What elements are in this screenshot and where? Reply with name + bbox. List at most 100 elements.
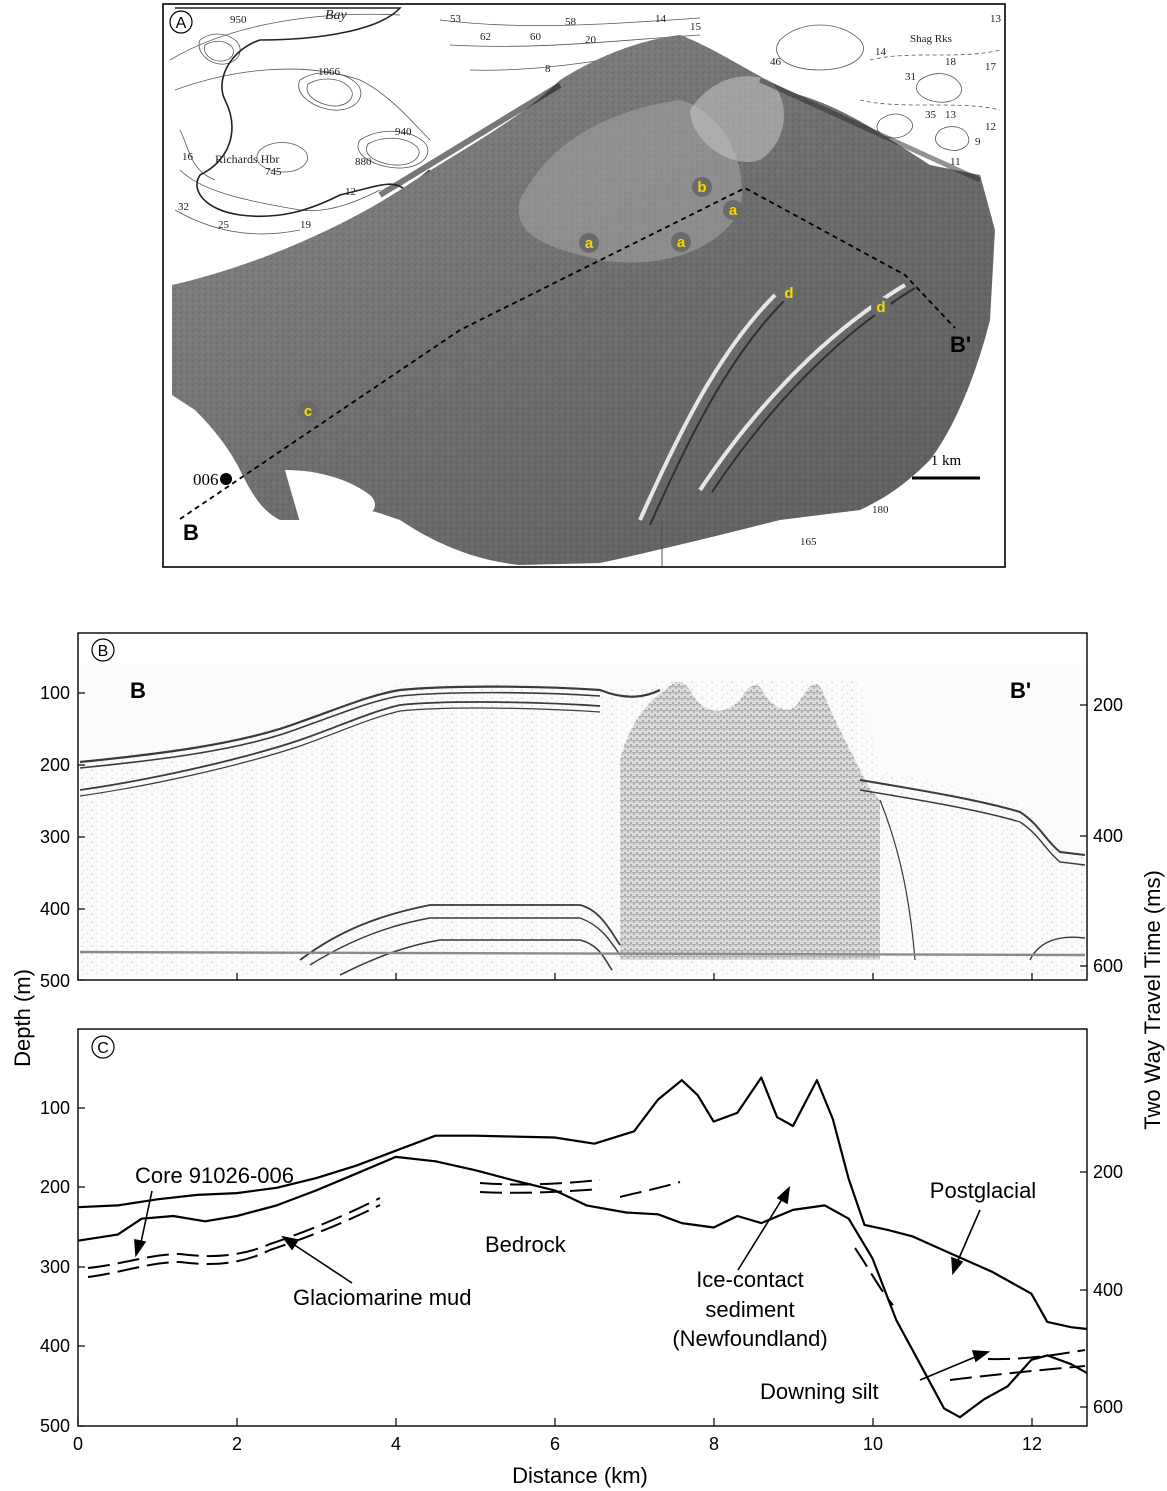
svg-text:35: 35	[925, 109, 937, 121]
panel-b-x-ticks	[77, 973, 1033, 980]
svg-text:18: 18	[945, 56, 957, 68]
panel-b-badge	[91, 638, 115, 662]
svg-text:4: 4	[391, 1434, 401, 1454]
svg-text:0: 0	[73, 1434, 83, 1454]
svg-text:2: 2	[232, 1434, 242, 1454]
svg-text:62: 62	[480, 31, 491, 43]
svg-text:8: 8	[709, 1434, 719, 1454]
svg-text:12: 12	[1022, 1434, 1042, 1454]
postglacial-label: Postglacial	[930, 1178, 1036, 1203]
svg-text:15: 15	[690, 21, 702, 33]
svg-text:100: 100	[40, 683, 70, 703]
shelf-edge-shadow-east	[758, 77, 982, 183]
svg-text:13: 13	[990, 13, 1002, 25]
panel-a-letter: A	[176, 15, 187, 32]
svg-text:16: 16	[182, 151, 194, 163]
svg-text:165: 165	[800, 536, 817, 548]
site-b-label: B	[183, 520, 199, 545]
shag-rocks-label: Shag Rks	[910, 33, 952, 45]
svg-text:940: 940	[395, 126, 412, 138]
feature-a-2: a	[671, 232, 691, 252]
bay-label: Bay	[325, 8, 348, 23]
panel-b-right-axis: 200 400 600	[1080, 695, 1123, 976]
svg-text:46: 46	[770, 56, 782, 68]
svg-text:400: 400	[40, 1336, 70, 1356]
svg-text:11: 11	[950, 156, 961, 168]
svg-text:14: 14	[655, 13, 667, 25]
svg-text:200: 200	[40, 755, 70, 775]
svg-text:400: 400	[1093, 826, 1123, 846]
svg-text:d: d	[784, 285, 793, 302]
map-soundings: 950 53 62 60 58 14 15 13 1066 8 20 14 18…	[178, 8, 1002, 548]
coastline	[175, 7, 431, 218]
panel-c-letter: C	[97, 1040, 109, 1057]
seafloor-texture	[172, 35, 995, 565]
svg-text:31: 31	[905, 71, 916, 83]
ice-contact-body	[620, 681, 880, 960]
svg-text:500: 500	[40, 971, 70, 991]
svg-text:880: 880	[355, 156, 372, 168]
x-axis-title: Distance (km)	[512, 1463, 648, 1488]
feature-c: c	[298, 401, 318, 421]
feature-labels: a a a b c d d	[298, 177, 891, 421]
glaciomarine-layers	[87, 1179, 1086, 1381]
svg-text:c: c	[304, 403, 312, 420]
svg-text:1066: 1066	[318, 66, 341, 78]
chart-contours	[169, 13, 1001, 235]
left-axis-title: Depth (m)	[10, 969, 35, 1067]
panel-a-badge	[169, 10, 193, 34]
svg-text:a: a	[585, 235, 594, 252]
panel-b-letter: B	[98, 643, 109, 660]
feature-d-1: d	[779, 283, 799, 303]
ice-contact-label-2: sediment	[705, 1297, 794, 1322]
feature-b: b	[692, 177, 712, 197]
core-label: Core 91026-006	[135, 1163, 294, 1188]
furrow-1	[638, 293, 777, 521]
svg-text:500: 500	[40, 1416, 70, 1436]
panel-c-frame	[77, 1028, 1088, 1427]
shelf-edge-shadow	[378, 82, 562, 198]
seismic-reflectors	[79, 685, 1086, 976]
panel-c-left-axis: 100 200 300 400 500	[40, 1098, 85, 1436]
svg-text:12: 12	[985, 121, 996, 133]
svg-text:b: b	[697, 179, 706, 196]
profile-start-label: B	[130, 678, 146, 703]
svg-text:400: 400	[40, 899, 70, 919]
svg-text:10: 10	[863, 1434, 883, 1454]
svg-text:100: 100	[40, 1098, 70, 1118]
svg-text:53: 53	[450, 13, 462, 25]
seafloor-line	[77, 1076, 1088, 1331]
svg-text:300: 300	[40, 1257, 70, 1277]
svg-text:200: 200	[1093, 695, 1123, 715]
svg-text:6: 6	[550, 1434, 560, 1454]
downing-silt-label: Downing silt	[760, 1379, 879, 1404]
svg-text:300: 300	[40, 827, 70, 847]
panel-b-left-axis: 100 200 300 400 500	[40, 683, 85, 991]
site-b-prime-label: B'	[950, 332, 971, 357]
svg-text:60: 60	[530, 31, 542, 43]
svg-text:17: 17	[985, 61, 997, 73]
panel-a-map: 950 53 62 60 58 14 15 13 1066 8 20 14 18…	[162, 3, 1006, 568]
svg-text:400: 400	[1093, 1280, 1123, 1300]
core-site-label: 006	[193, 470, 219, 489]
feature-a-3: a	[723, 200, 743, 220]
inlet	[285, 470, 375, 522]
svg-text:9: 9	[975, 136, 981, 148]
svg-text:745: 745	[265, 166, 282, 178]
panel-b-seismic: B B' B 100 200 300 400 500 200 400 600	[40, 632, 1123, 991]
svg-text:58: 58	[565, 16, 577, 28]
panel-c-x-axis: 0 2 4 6 8 10 12	[73, 1418, 1042, 1454]
moraine-relief	[518, 100, 742, 263]
svg-text:200: 200	[1093, 1162, 1123, 1182]
svg-text:19: 19	[300, 219, 312, 231]
ice-contact-label-3: (Newfoundland)	[672, 1326, 827, 1351]
panel-c-right-axis: 200 400 600	[1080, 1162, 1123, 1417]
profile-track	[179, 186, 956, 520]
feature-a-1: a	[579, 233, 599, 253]
ice-contact-label-1: Ice-contact	[696, 1267, 804, 1292]
core-site-marker	[220, 473, 232, 485]
svg-text:a: a	[729, 202, 738, 219]
svg-text:20: 20	[585, 34, 597, 46]
bedrock-label: Bedrock	[485, 1232, 567, 1257]
